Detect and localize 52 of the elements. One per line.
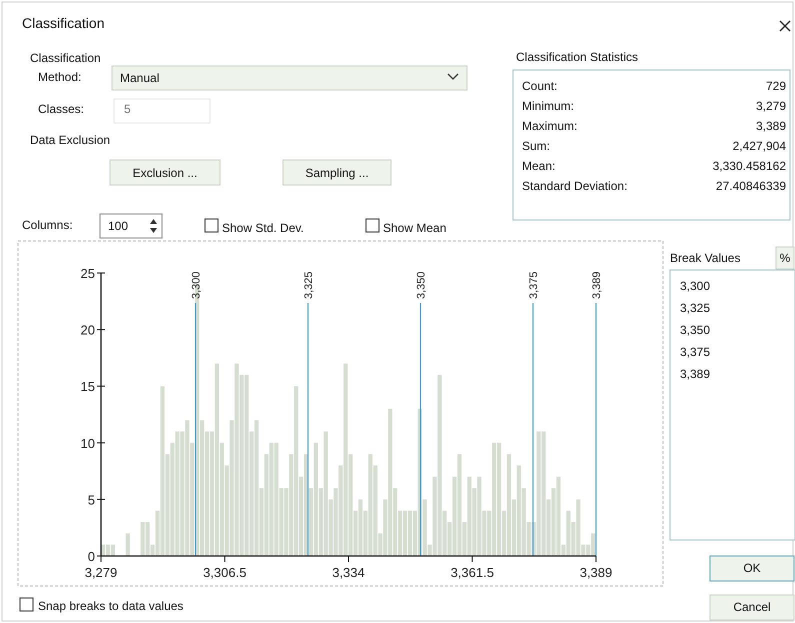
ref-line-label: 3,375 (528, 271, 540, 299)
text: 3,389 (680, 367, 710, 381)
text: Sampling ... (305, 166, 369, 180)
text: % (780, 251, 791, 265)
text: 3,330.458162 (712, 159, 786, 173)
text: Mean: (522, 159, 556, 173)
text: Cancel (733, 600, 771, 614)
ref-line-label: 3,389 (591, 271, 603, 299)
text: Classification (22, 15, 104, 31)
text: 3,350 (680, 323, 710, 337)
y-tick-label: 25 (80, 266, 95, 281)
text: 3,375 (680, 345, 710, 359)
x-tick-label: 3,389 (580, 565, 612, 580)
text: Sum: (522, 139, 550, 153)
text: Exclusion ... (132, 166, 198, 180)
ref-line-label: 3,325 (303, 271, 315, 299)
text: Classification Statistics (516, 50, 638, 64)
text: Classification (30, 51, 101, 65)
y-tick-label: 10 (80, 436, 95, 451)
y-tick-label: 20 (80, 322, 95, 338)
text: 3,279 (756, 99, 786, 113)
text: 3,325 (680, 301, 710, 315)
y-tick-label: 5 (88, 492, 95, 508)
text: Standard Deviation: (522, 179, 628, 193)
x-tick-label: 3,279 (84, 565, 118, 580)
text: Minimum: (522, 99, 574, 113)
text: 3,389 (756, 119, 786, 133)
text: 5 (124, 102, 131, 116)
text: Method: (38, 70, 82, 84)
text: Manual (120, 71, 160, 85)
text: 729 (766, 79, 786, 93)
x-tick-label: 3,334 (332, 565, 365, 580)
text: Classes: (38, 102, 84, 116)
text: Count: (522, 79, 558, 93)
text: 3,300 (680, 279, 710, 293)
text: Data Exclusion (30, 133, 110, 147)
text: Columns: (22, 218, 73, 232)
text: OK (743, 561, 761, 575)
text: Break Values (670, 251, 740, 265)
ref-line-label: 3,300 (190, 271, 202, 299)
text: 2,427,904 (732, 139, 786, 153)
text: Show Std. Dev. (222, 221, 304, 235)
text: Maximum: (522, 119, 578, 133)
y-tick-label: 15 (80, 379, 95, 394)
text: Show Mean (383, 221, 446, 235)
ref-line-label: 3,350 (416, 271, 428, 299)
y-tick-label: 0 (88, 549, 95, 564)
text: 100 (108, 219, 128, 233)
text: 27.40846339 (716, 179, 786, 193)
x-tick-label: 3,306.5 (203, 565, 246, 580)
x-tick-label: 3,361.5 (450, 565, 494, 580)
text: Snap breaks to data values (38, 599, 184, 613)
